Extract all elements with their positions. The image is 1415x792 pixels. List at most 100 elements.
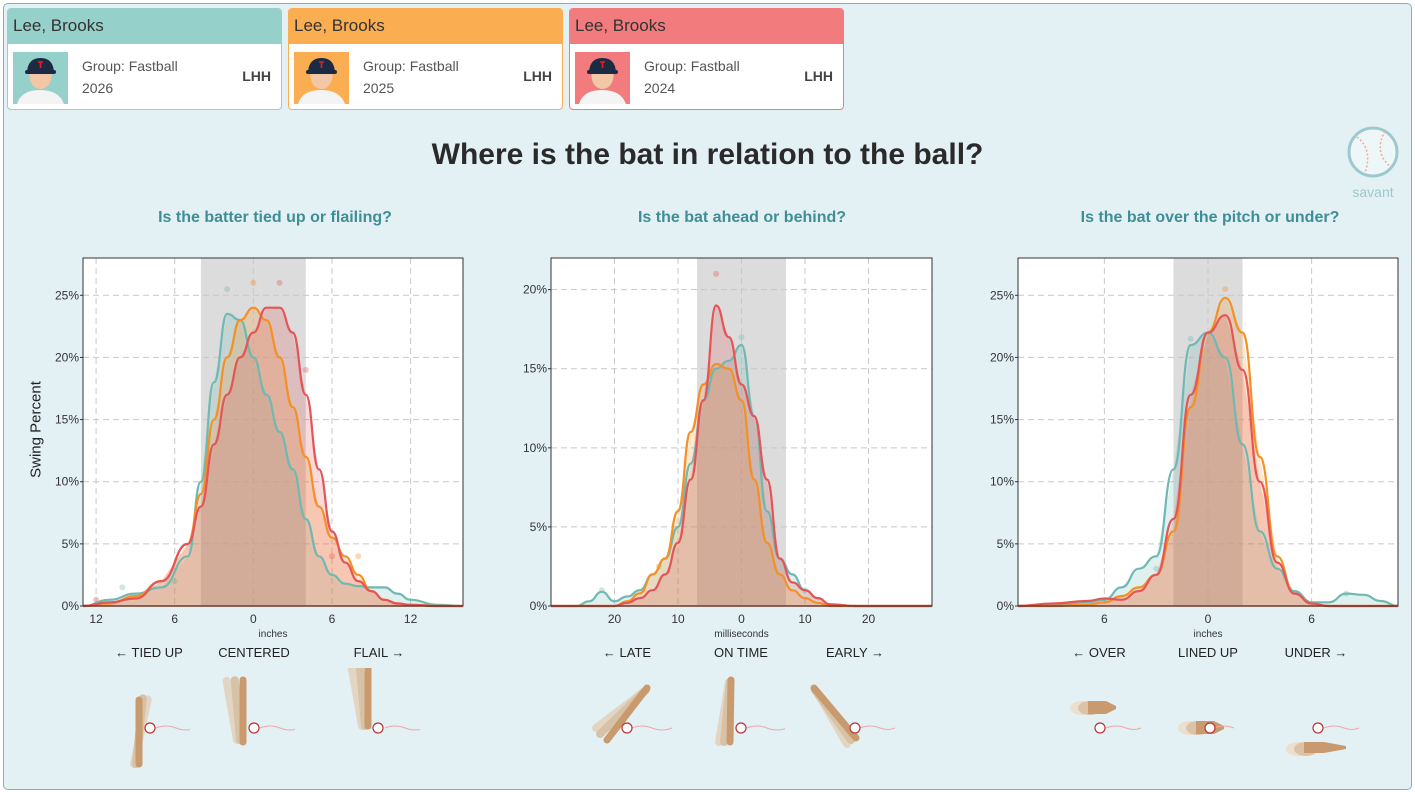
jersey-shape	[17, 90, 64, 104]
data-point	[713, 270, 720, 277]
y-tick-label: 20%	[523, 283, 547, 297]
player-card-2026[interactable]: Lee, Brooks Group: Fastball 2026 LHH	[7, 8, 282, 110]
data-point	[1222, 286, 1229, 293]
season-year: 2025	[363, 80, 395, 96]
direction-late: ← LATE	[602, 645, 652, 660]
over-under-chart: 0% 5% 10% 15% 20% 25% 6 0 6 inches	[990, 257, 1399, 640]
cap-brim	[587, 70, 618, 74]
under-bat-icon	[1286, 722, 1360, 756]
on-time-bat-icon	[715, 676, 785, 746]
x-tick-label: 6	[1308, 612, 1315, 626]
batter-hand: LHH	[523, 68, 552, 84]
page-title: Where is the bat in relation to the ball…	[431, 138, 984, 171]
data-point	[250, 279, 257, 286]
x-tick-label: 20	[862, 612, 876, 626]
player-name: Lee, Brooks	[8, 9, 281, 44]
series-area-2024	[83, 307, 463, 606]
flail-bat-icon	[347, 668, 420, 734]
data-point	[302, 366, 309, 373]
y-tick-label: 5%	[997, 537, 1015, 551]
series-area-2024	[1018, 315, 1398, 606]
direction-tied-up: ← TIED UP	[115, 645, 183, 660]
data-point	[276, 279, 283, 286]
y-tick-label: 10%	[55, 475, 79, 489]
series-line-2026	[82, 312, 464, 608]
jersey-shape	[579, 90, 626, 104]
chart-3-title: Is the bat over the pitch or under?	[1080, 209, 1340, 226]
x-axis-label: inches	[259, 629, 288, 640]
savant-brand-text: savant	[1352, 184, 1394, 200]
data-point	[328, 553, 335, 560]
y-tick-label: 20%	[55, 350, 79, 364]
series-area-2025	[83, 307, 463, 606]
x-tick-label: 0	[738, 612, 745, 626]
direction-centered: CENTERED	[218, 645, 290, 660]
series-line-2026	[1017, 331, 1399, 608]
cap-logo	[38, 61, 43, 68]
data-point	[738, 334, 745, 341]
y-tick-label: 15%	[990, 413, 1014, 427]
centered-bat-icon	[222, 676, 295, 746]
y-tick-label: 5%	[62, 537, 80, 551]
chart-1-title: Is the batter tied up or flailing?	[158, 209, 392, 226]
savant-logo[interactable]: savant	[1345, 125, 1401, 200]
cap-logo	[319, 61, 324, 68]
x-tick-label: 20	[608, 612, 622, 626]
series-area-2026	[551, 345, 932, 606]
x-tick-label: 6	[329, 612, 336, 626]
late-bat-icon	[592, 684, 673, 744]
y-tick-label: 15%	[523, 362, 547, 376]
data-point	[119, 584, 126, 591]
pitch-group: Group: Fastball	[644, 58, 740, 74]
data-point	[224, 286, 231, 293]
player-card-2024[interactable]: Lee, Brooks Group: Fastball 2024 LHH	[569, 8, 844, 110]
data-point	[171, 578, 178, 585]
data-point	[1187, 335, 1194, 342]
y-tick-label: 10%	[990, 475, 1014, 489]
player-headshot	[294, 52, 349, 104]
direction-under: UNDER →	[1284, 645, 1348, 660]
x-tick-label: 12	[404, 612, 418, 626]
direction-lined-up: LINED UP	[1178, 645, 1238, 660]
over-bat-icon	[1070, 701, 1142, 734]
pitch-group: Group: Fastball	[363, 58, 459, 74]
tied-up-bat-icon	[130, 694, 190, 768]
chart-2-title: Is the bat ahead or behind?	[637, 209, 847, 226]
x-tick-label: 0	[1205, 612, 1212, 626]
x-tick-label: 6	[1101, 612, 1108, 626]
baseball-icon	[1347, 126, 1399, 178]
cap-brim	[25, 70, 56, 74]
player-name: Lee, Brooks	[289, 9, 562, 44]
lined-up-bat-icon	[1178, 721, 1235, 735]
y-tick-label: 0%	[530, 599, 548, 613]
early-bat-icon	[810, 684, 895, 748]
direction-flail: FLAIL →	[353, 645, 405, 660]
series-line-2024	[82, 306, 463, 608]
y-tick-label: 15%	[55, 413, 79, 427]
y-tick-label: 25%	[55, 288, 79, 302]
cap-logo	[600, 61, 605, 68]
direction-on-time: ON TIME	[714, 645, 768, 660]
x-axis-label: inches	[1194, 629, 1223, 640]
series-area-2026	[1018, 332, 1398, 606]
cap-brim	[306, 70, 337, 74]
ahead-behind-chart: 0% 5% 10% 15% 20% 20 10 0 10 20 milliseconds	[523, 257, 933, 640]
player-card-2025[interactable]: Lee, Brooks Group: Fastball 2025 LHH	[288, 8, 563, 110]
data-point	[355, 553, 362, 560]
direction-early: EARLY →	[825, 645, 885, 660]
y-tick-label: 25%	[990, 288, 1014, 302]
x-tick-label: 12	[89, 612, 103, 626]
x-tick-label: 10	[671, 612, 685, 626]
batter-hand: LHH	[804, 68, 833, 84]
season-year: 2026	[82, 80, 114, 96]
x-tick-label: 0	[250, 612, 257, 626]
series-area-2024	[551, 305, 932, 606]
y-tick-label: 0%	[997, 599, 1015, 613]
batter-hand: LHH	[242, 68, 271, 84]
player-headshot	[13, 52, 68, 104]
y-tick-label: 20%	[990, 350, 1014, 364]
y-tick-label: 0%	[62, 599, 80, 613]
season-year: 2024	[644, 80, 676, 96]
data-point	[1153, 565, 1160, 572]
player-name: Lee, Brooks	[570, 9, 843, 44]
